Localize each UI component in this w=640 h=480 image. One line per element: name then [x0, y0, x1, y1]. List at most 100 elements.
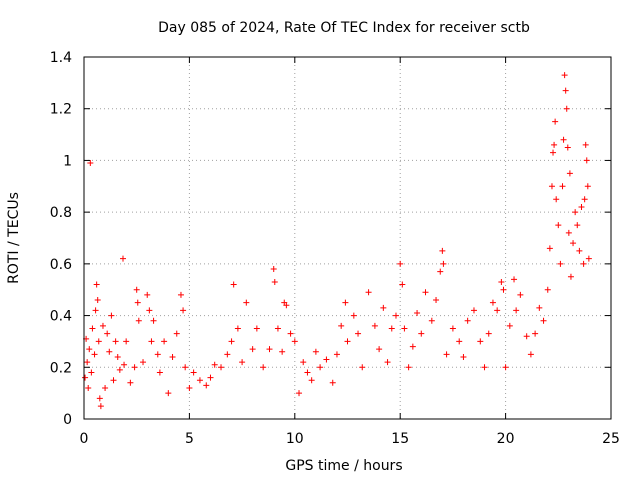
data-point [506, 322, 513, 329]
data-point [94, 297, 101, 304]
data-point [92, 307, 99, 314]
y-tick-label: 1 [63, 153, 72, 169]
data-point [414, 309, 421, 316]
data-point [119, 255, 126, 262]
data-point [207, 374, 214, 381]
data-point [500, 286, 507, 293]
data-point [218, 364, 225, 371]
x-tick-label: 25 [602, 431, 620, 447]
data-point [494, 307, 501, 314]
data-point [544, 286, 551, 293]
data-point [173, 330, 180, 337]
data-point [84, 359, 91, 366]
data-point [134, 299, 141, 306]
data-point [131, 364, 138, 371]
data-point [399, 281, 406, 288]
data-point [156, 369, 163, 376]
data-point [161, 338, 168, 345]
data-point [86, 346, 93, 353]
data-point [540, 317, 547, 324]
data-point [376, 346, 383, 353]
data-point [583, 157, 590, 164]
data-point [85, 384, 92, 391]
x-axis: 0 5 10 15 20 25 [80, 57, 620, 447]
data-point [317, 364, 324, 371]
data-point [82, 374, 89, 381]
data-point [513, 307, 520, 314]
data-point [296, 390, 303, 397]
data-point [239, 359, 246, 366]
data-point [380, 304, 387, 311]
data-point [234, 325, 241, 332]
y-tick-label: 0 [63, 412, 72, 428]
data-point [570, 240, 577, 247]
data-point [186, 384, 193, 391]
data-point [523, 333, 530, 340]
data-point [564, 144, 571, 151]
data-point [481, 364, 488, 371]
data-points [82, 72, 592, 410]
data-point [338, 322, 345, 329]
data-point [344, 338, 351, 345]
data-point [464, 317, 471, 324]
data-point [553, 196, 560, 203]
data-point [249, 346, 256, 353]
plot-frame [83, 56, 612, 420]
data-point [443, 351, 450, 358]
data-point [560, 136, 567, 143]
data-point [88, 369, 95, 376]
data-point [584, 183, 591, 190]
data-point [182, 364, 189, 371]
data-point [511, 276, 518, 283]
data-point [148, 338, 155, 345]
x-tick-label: 0 [80, 431, 89, 447]
data-point [102, 384, 109, 391]
data-point [243, 299, 250, 306]
data-point [470, 307, 477, 314]
data-point [384, 359, 391, 366]
data-point [409, 343, 416, 350]
data-point [566, 170, 573, 177]
data-point [428, 317, 435, 324]
data-point [150, 317, 157, 324]
data-point [440, 260, 447, 267]
data-point [89, 325, 96, 332]
x-tick-label: 10 [286, 431, 304, 447]
data-point [489, 299, 496, 306]
data-point [260, 364, 267, 371]
data-point [548, 183, 555, 190]
data-point [555, 222, 562, 229]
grid-lines [84, 57, 611, 419]
data-point [154, 351, 161, 358]
data-point [114, 353, 121, 360]
data-point [308, 377, 315, 384]
data-point [397, 260, 404, 267]
data-point [433, 297, 440, 304]
data-point [401, 325, 408, 332]
data-point [140, 359, 147, 366]
data-point [144, 291, 151, 298]
data-point [582, 141, 589, 148]
data-point [460, 353, 467, 360]
data-point [133, 286, 140, 293]
data-point [97, 403, 104, 410]
data-point [323, 356, 330, 363]
data-point [559, 183, 566, 190]
data-point [536, 304, 543, 311]
data-point [580, 260, 587, 267]
data-point [228, 338, 235, 345]
data-point [567, 273, 574, 280]
data-point [485, 330, 492, 337]
data-point [532, 330, 539, 337]
data-point [123, 338, 130, 345]
data-point [135, 317, 142, 324]
data-point [578, 203, 585, 210]
data-point [99, 322, 106, 329]
data-point [104, 330, 111, 337]
data-point [572, 209, 579, 216]
data-point [329, 379, 336, 386]
data-point [350, 312, 357, 319]
data-point [211, 361, 218, 368]
y-tick-label: 1.4 [50, 50, 72, 66]
x-tick-label: 5 [185, 431, 194, 447]
